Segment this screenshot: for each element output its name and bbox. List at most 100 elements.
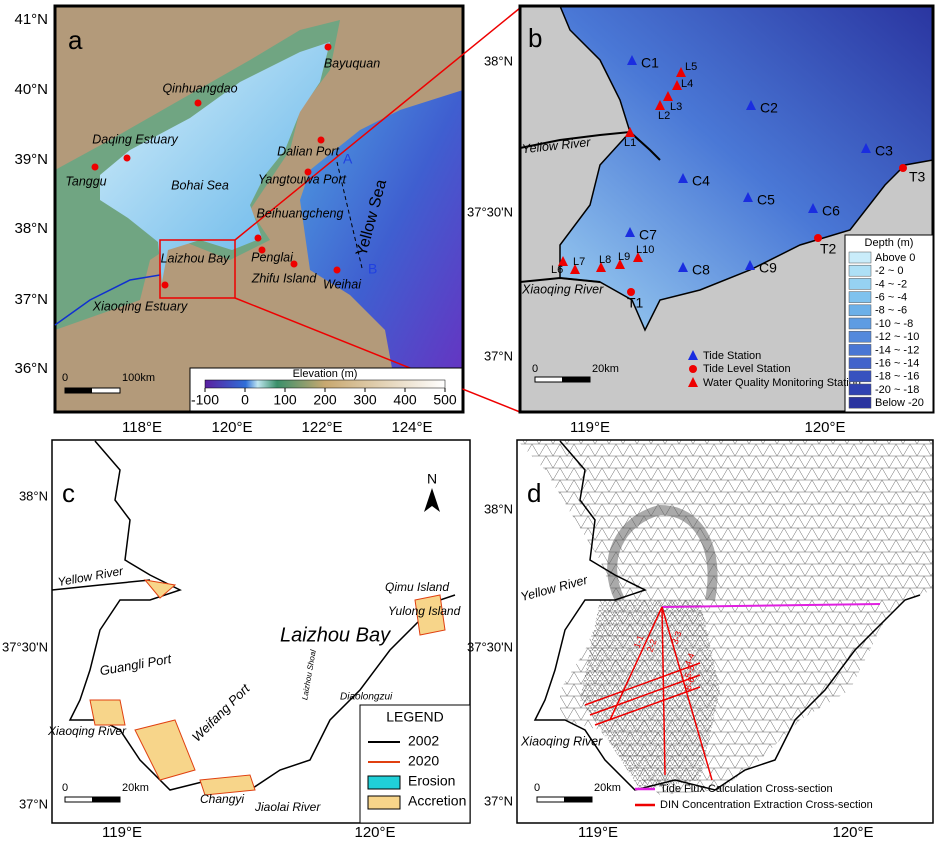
place-name: Dalian Port bbox=[277, 144, 339, 158]
legend-label: -2 ~ 0 bbox=[875, 265, 903, 277]
station-marker bbox=[861, 143, 871, 153]
station-label: C3 bbox=[875, 143, 893, 159]
scale-bar bbox=[92, 797, 120, 802]
legend-label: -8 ~ -6 bbox=[875, 305, 907, 317]
station-label: L8 bbox=[599, 254, 611, 266]
section-label: 1-1 bbox=[632, 634, 646, 650]
colorbar-tick-label: 100 bbox=[273, 392, 297, 408]
colorbar-title: Elevation (m) bbox=[293, 368, 358, 380]
station-marker bbox=[596, 262, 606, 272]
place-name: Laizhou Bay bbox=[280, 624, 391, 646]
y-tick-label: 37°N bbox=[19, 796, 48, 811]
legend-label: Above 0 bbox=[875, 252, 915, 264]
scale-label: 20km bbox=[592, 363, 619, 375]
colorbar-tick-label: 400 bbox=[393, 392, 417, 408]
panel-label: d bbox=[527, 478, 541, 508]
legend-label: -10 ~ -8 bbox=[875, 318, 913, 330]
place-name: Beihuangcheng bbox=[257, 206, 344, 220]
place-name: Yangtouwa Port bbox=[258, 172, 347, 186]
place-name: Laizhou Bay bbox=[161, 251, 231, 265]
place-name: Diaolongzui bbox=[340, 692, 393, 703]
station-marker bbox=[743, 192, 753, 202]
fine-mesh bbox=[580, 600, 720, 790]
y-tick-label: 38°N bbox=[14, 220, 48, 237]
station-label: T1 bbox=[627, 295, 644, 311]
scale-label: 0 bbox=[532, 363, 538, 375]
legend-label: Tide Level Station bbox=[703, 363, 791, 375]
place-name: Qimu Island bbox=[385, 580, 449, 594]
section-label: 6-6 bbox=[683, 676, 697, 692]
legend-swatch bbox=[848, 264, 872, 277]
station-marker bbox=[688, 377, 698, 387]
legend-label: 2020 bbox=[408, 753, 439, 769]
station-marker bbox=[814, 234, 822, 242]
panel-a bbox=[53, 4, 521, 414]
section-label: 4-4 bbox=[683, 652, 697, 668]
station-label: L9 bbox=[618, 251, 630, 263]
zoom-line bbox=[234, 7, 521, 241]
scale-label: 20km bbox=[122, 782, 149, 794]
zoom-box bbox=[159, 239, 236, 299]
y-tick-label: 38°N bbox=[484, 53, 513, 68]
station-marker bbox=[688, 350, 698, 360]
legend-swatch bbox=[848, 344, 872, 356]
yellow-sea bbox=[300, 90, 463, 412]
y-tick-label: 37°30'N bbox=[2, 639, 48, 654]
legend-title: LEGEND bbox=[386, 709, 444, 725]
colorbar-box bbox=[189, 367, 463, 412]
din-sections bbox=[584, 606, 713, 781]
y-tick-label: 37°N bbox=[484, 348, 513, 363]
legend-label: -14 ~ -12 bbox=[875, 344, 919, 356]
station-marker bbox=[615, 259, 625, 269]
legend-label: -4 ~ -2 bbox=[875, 278, 907, 290]
x-tick-label: 119°E bbox=[570, 419, 610, 436]
river-name: Xiaoqing River bbox=[520, 734, 603, 748]
station-label: L6 bbox=[551, 264, 563, 276]
scale-label: 0 bbox=[62, 372, 68, 384]
x-tick-label: 124°E bbox=[391, 419, 432, 436]
legend-swatch bbox=[848, 370, 872, 383]
colorbar-tick-label: -100 bbox=[191, 392, 219, 408]
legend-swatch bbox=[848, 330, 872, 343]
station-label: C5 bbox=[757, 192, 775, 208]
scale-label: 20km bbox=[594, 782, 621, 794]
station-marker bbox=[678, 262, 688, 272]
legend-title: Depth (m) bbox=[865, 237, 914, 249]
legend-label: -16 ~ -14 bbox=[875, 358, 919, 370]
place-name: Bayuquan bbox=[324, 56, 380, 70]
sea bbox=[558, 5, 934, 332]
place-name: Xiaoqing River bbox=[47, 724, 127, 738]
panel-label: b bbox=[528, 23, 542, 53]
station-marker bbox=[558, 256, 568, 266]
north-label: N bbox=[427, 471, 437, 487]
river-name: Xiaoqing River bbox=[521, 282, 604, 296]
scale-label: 100km bbox=[122, 372, 155, 384]
station-label: C2 bbox=[760, 100, 778, 116]
legend-swatch bbox=[367, 775, 401, 790]
station-marker bbox=[899, 164, 907, 172]
station-label: L7 bbox=[573, 256, 585, 268]
scale-bar bbox=[564, 797, 592, 802]
frame bbox=[53, 4, 465, 414]
x-tick-label: 122°E bbox=[301, 419, 342, 436]
station-label: L5 bbox=[685, 61, 697, 73]
station-marker bbox=[676, 67, 686, 77]
y-tick-label: 38°N bbox=[19, 488, 48, 503]
section-label: A bbox=[343, 151, 353, 167]
station-marker bbox=[745, 260, 755, 270]
zoom-line bbox=[234, 297, 521, 413]
station-label: C9 bbox=[759, 260, 777, 276]
place-name: Xiaoqing Estuary bbox=[92, 299, 188, 313]
frame bbox=[518, 4, 935, 414]
y-tick-label: 36°N bbox=[14, 360, 48, 377]
station-marker bbox=[808, 203, 818, 213]
y-tick-label: 38°N bbox=[484, 501, 513, 516]
legend-label: -12 ~ -10 bbox=[875, 331, 919, 343]
legend-label: Accretion bbox=[408, 793, 466, 809]
legend-label: -20 ~ -18 bbox=[875, 384, 919, 396]
legend-swatch bbox=[848, 317, 872, 330]
y-tick-label: 37°N bbox=[14, 291, 48, 308]
colorbar-tick-label: 300 bbox=[353, 392, 377, 408]
station-label: C1 bbox=[641, 55, 659, 71]
site-dots bbox=[91, 43, 341, 289]
